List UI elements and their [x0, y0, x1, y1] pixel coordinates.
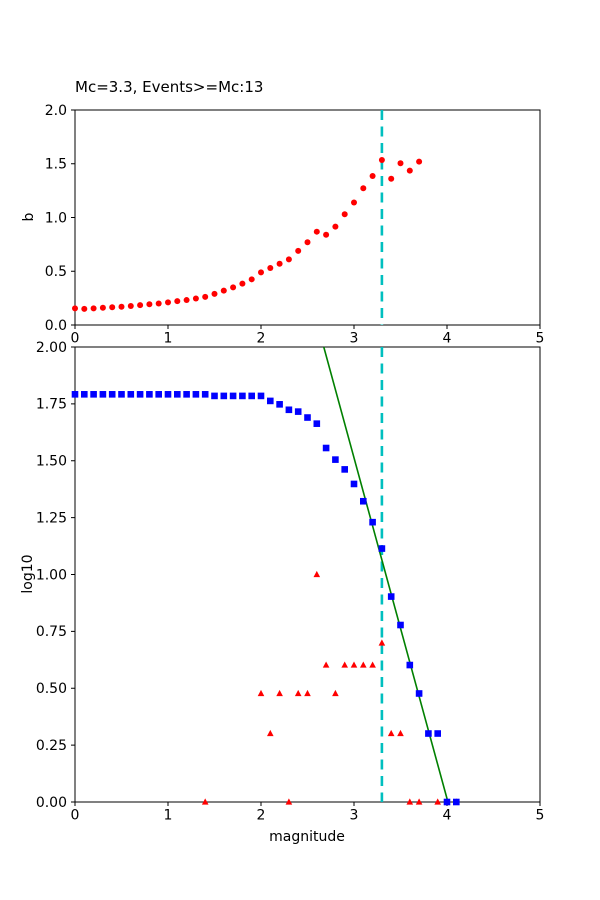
x-tick-label: 1	[164, 808, 173, 824]
frequency-magnitude-distribution: 0 1 2 3 4 5 0.00 0.25 0.50 0.75 1.00 1.25 1.50 1.75 2.…	[36, 340, 545, 824]
y-tick-label: 0.25	[36, 738, 67, 754]
bottom-y-axis-label: log10	[20, 554, 36, 594]
bin-counts-log10	[201, 570, 460, 805]
b-value-estimates	[72, 156, 423, 312]
y-tick-label: 2.0	[45, 103, 67, 119]
x-tick-label: 5	[536, 808, 545, 824]
x-tick-label: 0	[71, 331, 80, 347]
axis-ticks: 0 1 2 3 4 5 0.0 0.5 1.0 1.5 2.0	[45, 103, 545, 347]
y-tick-label: 0.75	[36, 624, 67, 640]
y-tick-label: 1.50	[36, 454, 67, 470]
gr-fit-line	[323, 346, 449, 803]
x-tick-label: 0	[71, 808, 80, 824]
x-tick-label: 2	[257, 808, 266, 824]
y-tick-label: 0.0	[45, 318, 67, 334]
axis-ticks: 0 1 2 3 4 5 0.00 0.25 0.50 0.75 1.00 1.25 1.50 1.75 2.…	[36, 340, 545, 824]
y-tick-label: 1.0	[45, 210, 67, 226]
y-tick-label: 1.75	[36, 397, 67, 413]
bottom-x-axis-label: magnitude	[269, 829, 345, 845]
x-tick-label: 1	[164, 331, 173, 347]
cumulative-counts-log10	[71, 391, 460, 806]
x-tick-label: 2	[257, 331, 266, 347]
y-tick-label: 0.5	[45, 264, 67, 280]
top-y-axis-label: b	[21, 212, 37, 222]
x-tick-label: 3	[350, 808, 359, 824]
x-tick-label: 4	[443, 808, 452, 824]
y-tick-label: 1.00	[36, 567, 67, 583]
y-tick-label: 0.00	[36, 795, 67, 811]
x-tick-label: 4	[443, 331, 452, 347]
y-tick-label: 1.5	[45, 157, 67, 173]
axes-box	[74, 346, 541, 803]
b-value-stability-plot: 0 1 2 3 4 5 0.0 0.5 1.0 1.5 2.0	[45, 103, 545, 347]
y-tick-label: 1.25	[36, 510, 67, 526]
chart-title: Mc=3.3, Events>=Mc:13	[75, 78, 264, 97]
x-tick-label: 5	[536, 331, 545, 347]
y-tick-label: 0.50	[36, 681, 67, 697]
y-tick-label: 2.00	[36, 340, 67, 356]
x-tick-label: 3	[350, 331, 359, 347]
axes-box	[74, 109, 541, 326]
